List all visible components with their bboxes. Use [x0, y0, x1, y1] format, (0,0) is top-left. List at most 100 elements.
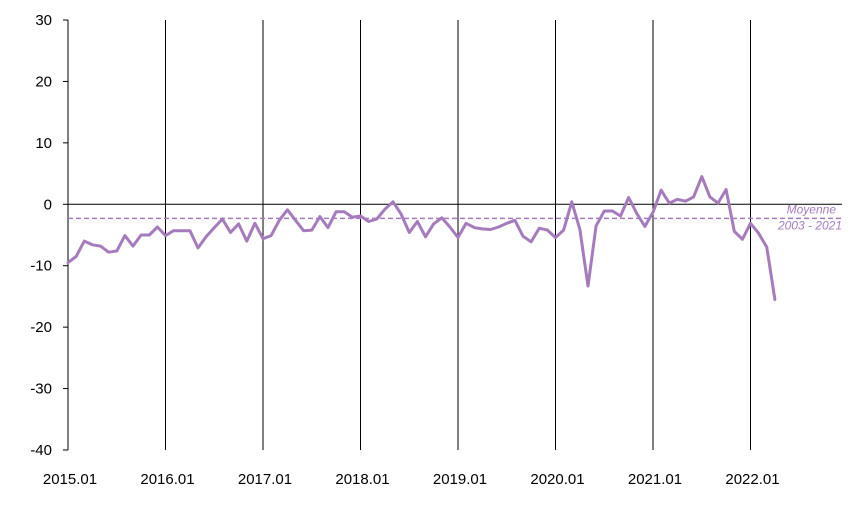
y-tick-label: 20 — [35, 73, 52, 90]
data-point — [278, 219, 281, 222]
data-point — [627, 196, 630, 199]
data-point — [253, 222, 257, 225]
data-point — [757, 232, 760, 235]
data-point — [391, 200, 395, 203]
data-point — [505, 222, 508, 225]
data-point — [619, 214, 622, 218]
data-point — [684, 200, 687, 203]
data-point — [724, 188, 728, 191]
y-tick-label: -30 — [30, 381, 52, 398]
data-point — [359, 214, 362, 218]
x-tick-label: 2018.01 — [335, 471, 389, 488]
data-point — [611, 209, 614, 213]
data-point — [343, 210, 346, 213]
average-label-line1: Moyenne — [787, 202, 837, 216]
data-point — [123, 234, 127, 237]
y-axis: 30 20 10 0 -10 -20 -30 -40 — [30, 12, 69, 459]
data-point — [367, 220, 370, 223]
data-point — [749, 222, 752, 225]
data-point — [302, 229, 305, 232]
data-point — [489, 228, 492, 231]
data-point — [237, 222, 240, 226]
y-tick-label: 10 — [35, 135, 52, 152]
data-point — [765, 246, 768, 249]
data-point — [294, 219, 297, 222]
x-tick-label: 2016.01 — [140, 471, 194, 488]
x-tick-label: 2021.01 — [628, 471, 682, 488]
data-point — [221, 217, 224, 221]
data-point — [700, 175, 703, 178]
data-point — [716, 201, 720, 205]
data-point — [529, 240, 533, 243]
data-point — [513, 219, 517, 222]
average-label-line2: 2003 - 2021 — [777, 218, 842, 232]
average-label: Moyenne 2003 - 2021 — [777, 202, 842, 232]
data-point — [66, 261, 70, 264]
data-point — [99, 244, 102, 248]
data-point — [773, 298, 777, 301]
data-point — [91, 243, 94, 246]
y-tick-label: 0 — [44, 196, 52, 213]
data-point — [261, 237, 265, 240]
series-line — [66, 175, 777, 301]
y-tick-label: 30 — [35, 12, 52, 29]
data-point — [562, 228, 565, 232]
x-tick-label: 2022.01 — [725, 471, 779, 488]
data-point — [464, 222, 468, 225]
data-point — [131, 244, 135, 248]
data-point — [74, 255, 78, 258]
data-point — [741, 238, 744, 241]
data-point — [708, 195, 712, 199]
data-point — [408, 231, 411, 234]
data-point — [180, 229, 183, 232]
data-point — [115, 249, 119, 253]
data-point — [538, 227, 541, 230]
data-point — [107, 251, 110, 254]
data-point — [603, 209, 606, 213]
series-group — [66, 175, 777, 301]
data-point — [635, 212, 638, 215]
x-axis: 2015.01 2016.01 2017.01 2018.01 2019.01 2020.… — [43, 471, 780, 488]
y-tick-label: -10 — [30, 258, 52, 275]
data-point — [440, 216, 443, 219]
data-point — [399, 212, 403, 216]
x-tick-label: 2015.01 — [43, 471, 97, 488]
data-point — [148, 233, 151, 237]
data-point — [416, 220, 419, 223]
data-point — [668, 201, 671, 205]
data-point — [497, 225, 500, 229]
data-point — [676, 198, 679, 201]
data-point — [310, 228, 313, 232]
data-point — [651, 211, 655, 214]
data-point — [83, 239, 86, 243]
y-tick-label: -40 — [30, 442, 52, 459]
data-point — [554, 236, 557, 239]
data-point — [375, 217, 378, 221]
data-point — [521, 235, 525, 238]
data-point — [659, 189, 663, 192]
data-point — [213, 226, 216, 229]
data-point — [196, 246, 200, 250]
data-point — [733, 230, 736, 233]
data-point — [229, 231, 232, 234]
data-point — [318, 215, 322, 218]
data-point — [326, 226, 330, 229]
data-point — [188, 229, 192, 232]
data-point — [643, 225, 647, 228]
data-point — [594, 224, 598, 227]
data-point — [172, 229, 175, 232]
x-tick-label: 2020.01 — [530, 471, 584, 488]
data-point — [245, 239, 248, 243]
data-point — [432, 222, 435, 226]
data-point — [139, 233, 143, 237]
data-point — [204, 235, 208, 238]
data-point — [570, 200, 573, 203]
data-point — [586, 284, 590, 288]
data-point — [578, 228, 582, 231]
data-point — [546, 228, 549, 232]
data-point — [424, 235, 427, 238]
data-point — [334, 210, 338, 213]
data-point — [473, 226, 476, 229]
data-point — [383, 208, 387, 211]
